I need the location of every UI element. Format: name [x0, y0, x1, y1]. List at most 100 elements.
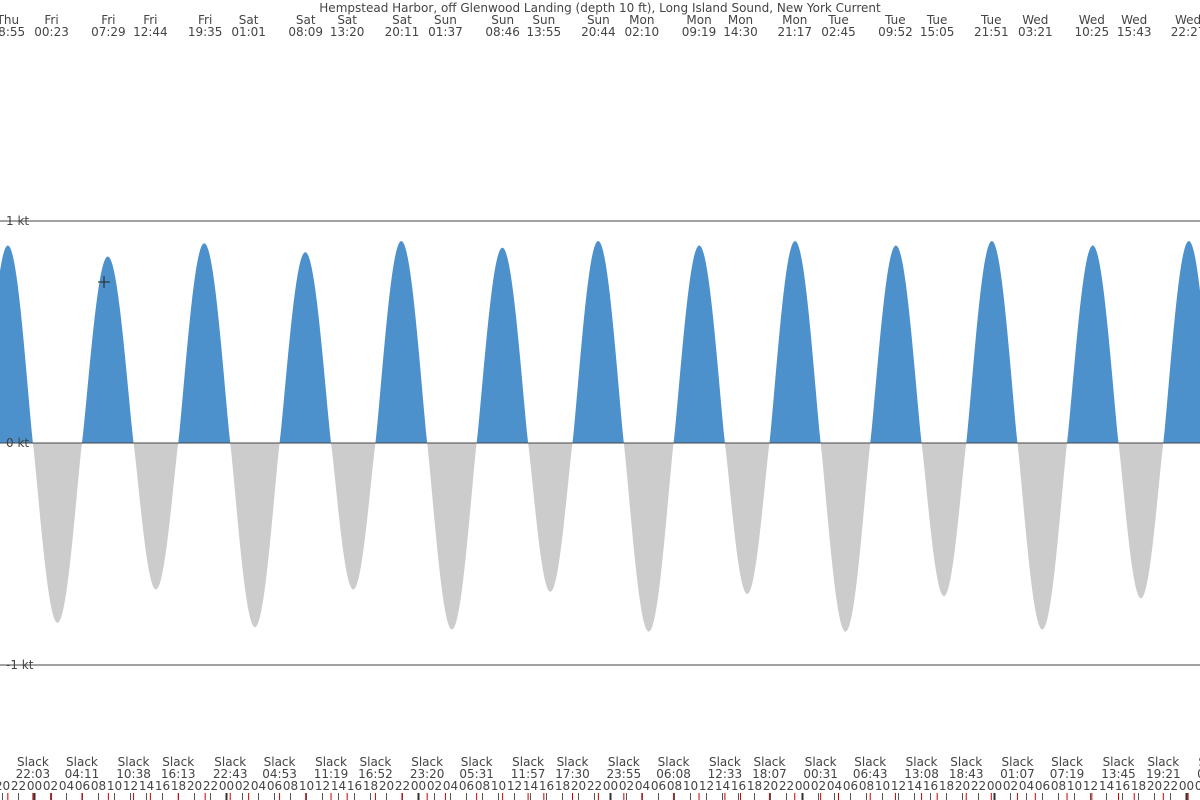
- max-event-time: 13:20: [330, 25, 365, 39]
- crosshair-cursor: [98, 276, 110, 288]
- slack-time: 06:43: [853, 767, 888, 781]
- hour-label: 00: [411, 779, 426, 793]
- ebb-lobe: [820, 443, 871, 632]
- slack-label: Slack: [754, 755, 786, 769]
- slack-time: 11:57: [511, 767, 546, 781]
- slack-time: 22:03: [16, 767, 51, 781]
- hour-label: 16: [731, 779, 746, 793]
- slack-label: Slack: [118, 755, 150, 769]
- ebb-lobe: [528, 443, 573, 592]
- max-event-time: 19:35: [188, 25, 223, 39]
- max-event-day: Sat: [337, 13, 357, 27]
- hour-label: 22: [11, 779, 26, 793]
- hour-label: 04: [59, 779, 74, 793]
- max-event-time: 22:27: [1171, 25, 1200, 39]
- hour-label: 12: [507, 779, 522, 793]
- max-event-day: Fri: [143, 13, 157, 27]
- hour-label: 22: [203, 779, 218, 793]
- slack-time: 17:30: [555, 767, 590, 781]
- hour-label: 02: [235, 779, 250, 793]
- max-event-time: 21:51: [974, 25, 1009, 39]
- slack-time: 13:08: [904, 767, 939, 781]
- slack-label: Slack: [1103, 755, 1135, 769]
- max-event-time: 18:55: [0, 25, 25, 39]
- slack-time: 07:19: [1050, 767, 1085, 781]
- slack-time: 18:43: [949, 767, 984, 781]
- hour-label: 20: [0, 779, 10, 793]
- hour-label: 20: [1147, 779, 1162, 793]
- hour-label: 18: [171, 779, 186, 793]
- hour-label: 00: [27, 779, 42, 793]
- ebb-lobe: [230, 443, 280, 628]
- flood-lobe: [870, 245, 922, 443]
- ebb-lobe: [724, 443, 770, 594]
- hour-label: 10: [1067, 779, 1082, 793]
- flood-lobe: [178, 243, 231, 443]
- flood-lobe: [375, 240, 428, 443]
- slack-time: 19:21: [1146, 767, 1181, 781]
- hour-label: 04: [443, 779, 458, 793]
- flood-lobe: [673, 245, 725, 443]
- hour-label: 14: [907, 779, 922, 793]
- chart-title-group: Hempstead Harbor, off Glenwood Landing (…: [319, 1, 881, 15]
- hour-label: 22: [971, 779, 986, 793]
- hour-label: 10: [107, 779, 122, 793]
- hour-label: 12: [1083, 779, 1098, 793]
- flood-lobe: [476, 247, 529, 443]
- chart-title: Hempstead Harbor, off Glenwood Landing (…: [319, 1, 881, 15]
- slack-time: 12:33: [708, 767, 743, 781]
- hour-label: 00: [795, 779, 810, 793]
- hour-label: 22: [587, 779, 602, 793]
- y-tick-label: 1 kt: [6, 214, 29, 228]
- slack-label: Slack: [411, 755, 443, 769]
- hour-label: 04: [827, 779, 842, 793]
- max-event-time: 21:17: [777, 25, 812, 39]
- slack-label: Slack: [1002, 755, 1034, 769]
- hour-label: 10: [299, 779, 314, 793]
- slack-label: Slack: [854, 755, 886, 769]
- hour-label: 06: [1035, 779, 1050, 793]
- slack-time: 11:19: [314, 767, 349, 781]
- slack-time: 13:45: [1101, 767, 1136, 781]
- hour-label: 02: [1003, 779, 1018, 793]
- hour-label: 20: [571, 779, 586, 793]
- slack-label: Slack: [950, 755, 982, 769]
- slack-label: Slack: [214, 755, 246, 769]
- slack-label: Slack: [709, 755, 741, 769]
- flood-lobe: [1067, 245, 1119, 443]
- slack-label: Slack: [66, 755, 98, 769]
- max-event-time: 12:44: [133, 25, 168, 39]
- slack-label: Slack: [805, 755, 837, 769]
- slack-time: 00:31: [803, 767, 838, 781]
- ebb-lobe: [623, 443, 674, 632]
- max-event-time: 15:05: [920, 25, 955, 39]
- flood-lobe: [81, 256, 134, 443]
- max-event-day: Wed: [1022, 13, 1048, 27]
- hour-label: 04: [1019, 779, 1034, 793]
- slack-time: 05:31: [459, 767, 494, 781]
- hour-label: 02: [427, 779, 442, 793]
- slack-label: Slack: [1147, 755, 1179, 769]
- hour-label: 20: [955, 779, 970, 793]
- hour-label: 16: [155, 779, 170, 793]
- hour-label: 16: [347, 779, 362, 793]
- max-event-day: Fri: [44, 13, 58, 27]
- hour-label: 00: [603, 779, 618, 793]
- slack-time: 16:13: [161, 767, 196, 781]
- ebb-lobe: [427, 443, 477, 630]
- hour-label: 12: [699, 779, 714, 793]
- max-event-day: Tue: [884, 13, 906, 27]
- hour-label: 22: [395, 779, 410, 793]
- max-event-day: Mon: [728, 13, 753, 27]
- hour-label: 18: [747, 779, 762, 793]
- hour-label: 08: [859, 779, 874, 793]
- max-event-day: Mon: [629, 13, 654, 27]
- slack-label: Slack: [264, 755, 296, 769]
- ebb-lobe: [133, 443, 179, 590]
- hour-label: 10: [491, 779, 506, 793]
- max-event-day: Wed: [1175, 13, 1200, 27]
- slack-time: 10:38: [116, 767, 151, 781]
- hour-label: 18: [1131, 779, 1146, 793]
- hour-label: 14: [331, 779, 346, 793]
